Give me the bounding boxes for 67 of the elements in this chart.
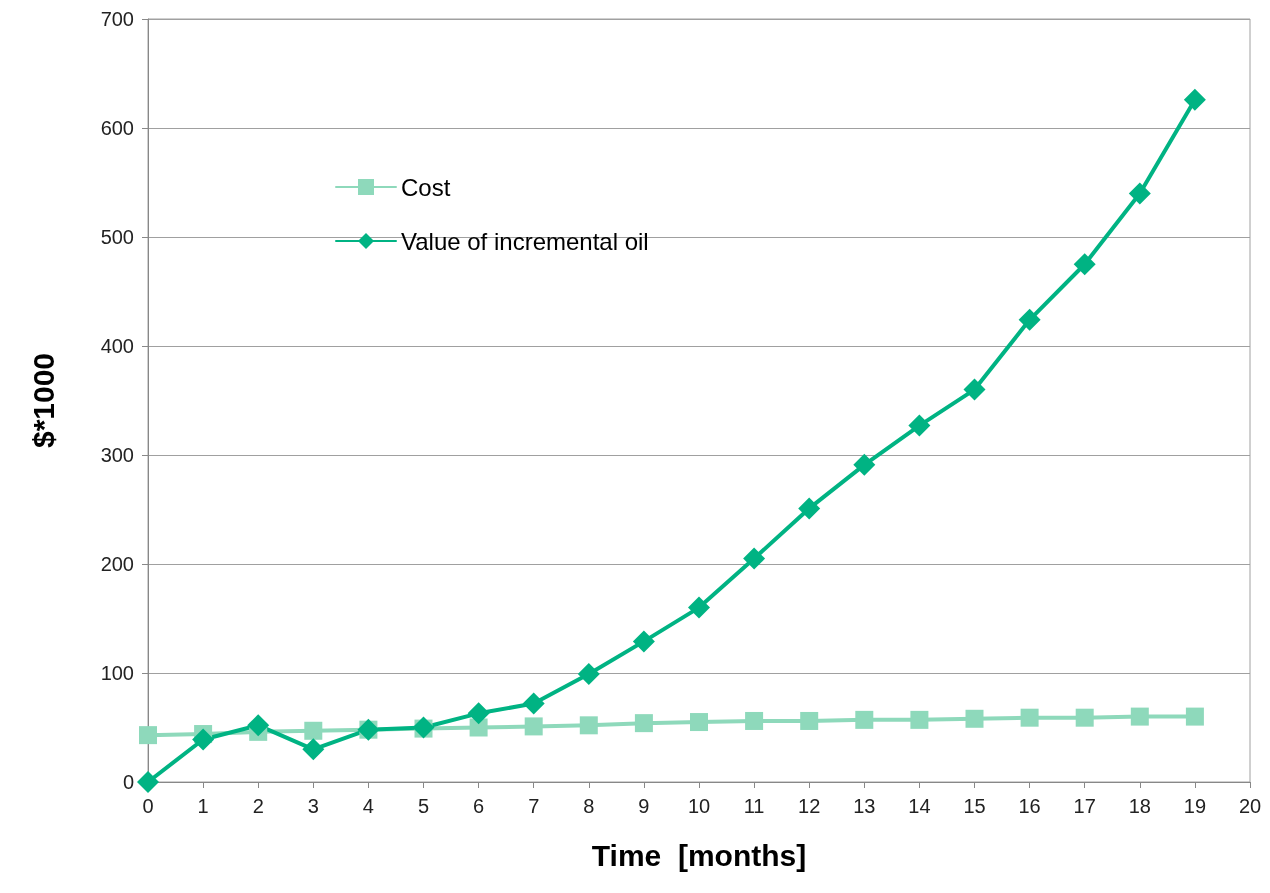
x-tick-label: 2 — [252, 795, 264, 817]
point — [192, 728, 215, 751]
x-tick-label: 5 — [417, 795, 430, 817]
point — [1130, 707, 1149, 726]
point — [302, 738, 325, 761]
point — [1128, 182, 1151, 205]
point — [522, 692, 545, 715]
y-tick-label: 700 — [100, 8, 134, 30]
point — [247, 714, 270, 737]
x-tick-label: 18 — [1128, 795, 1151, 817]
point — [139, 726, 157, 745]
point — [690, 713, 708, 732]
point — [965, 709, 984, 728]
point — [1073, 253, 1096, 276]
y-tick-label: 0 — [122, 771, 134, 793]
x-tick-label: 3 — [307, 795, 319, 817]
point — [467, 702, 490, 725]
point — [745, 711, 764, 730]
point — [1018, 308, 1041, 331]
point — [910, 710, 929, 729]
point — [1183, 88, 1206, 111]
legend-label: Cost — [401, 173, 451, 201]
x-tick-label: 9 — [638, 795, 650, 817]
point — [1075, 708, 1094, 727]
x-tick-label: 20 — [1238, 795, 1262, 817]
point — [579, 716, 598, 735]
point — [908, 414, 931, 437]
y-tick-label: 200 — [100, 553, 134, 575]
point — [963, 378, 986, 401]
x-tick-label: 11 — [743, 795, 765, 817]
point — [634, 714, 653, 733]
point — [137, 771, 159, 793]
x-tick-label: 13 — [853, 795, 876, 817]
y-tick-label: 400 — [100, 335, 134, 357]
point — [743, 547, 766, 570]
x-tick-label: 7 — [528, 795, 540, 817]
point — [304, 721, 323, 740]
point — [632, 630, 655, 653]
x-tick-label: 10 — [687, 795, 711, 817]
y-tick-label: 600 — [100, 117, 134, 139]
point — [469, 718, 488, 737]
point — [800, 711, 819, 730]
y-axis-title: $*1000 — [26, 352, 60, 449]
x-tick-label: 4 — [362, 795, 374, 817]
point — [798, 497, 821, 520]
x-tick-label: 0 — [142, 795, 154, 817]
point — [1185, 707, 1204, 726]
point — [853, 453, 876, 476]
x-tick-label: 16 — [1018, 795, 1041, 817]
x-tick-label: 1 — [197, 795, 209, 817]
x-tick-label: 17 — [1073, 795, 1096, 817]
x-tick-label: 15 — [963, 795, 986, 817]
legend-label: Value of incremental oil — [401, 227, 649, 255]
y-tick-label: 300 — [100, 444, 134, 466]
point — [577, 663, 600, 686]
x-tick-label: 14 — [908, 795, 931, 817]
x-tick-label: 19 — [1183, 795, 1207, 817]
y-tick-label: 500 — [100, 226, 134, 248]
x-tick-label: 12 — [798, 795, 821, 817]
y-tick-label: 100 — [100, 662, 134, 684]
point — [1020, 708, 1039, 727]
x-tick-label: 8 — [583, 795, 595, 817]
point — [855, 710, 874, 729]
x-axis-title: Time [months] — [591, 838, 807, 872]
point — [688, 596, 710, 619]
x-tick-label: 6 — [473, 795, 485, 817]
point — [524, 717, 543, 736]
